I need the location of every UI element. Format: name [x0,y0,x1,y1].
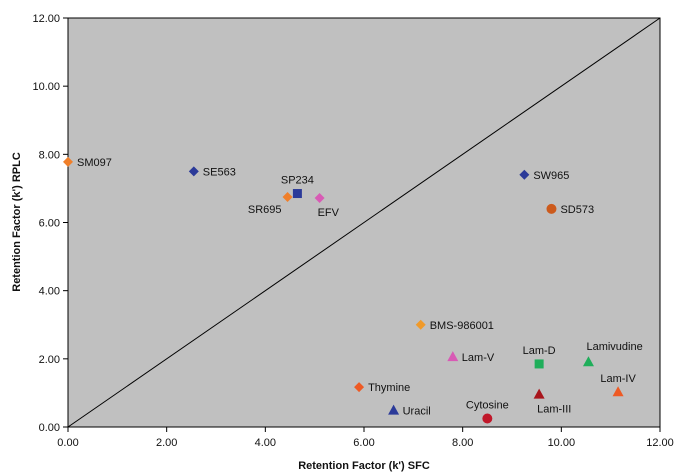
x-tick-label: 6.00 [353,437,374,449]
y-tick-label: 12.00 [32,13,60,25]
point-sw965 [519,169,530,180]
x-axis-ticks: 0.00 2.00 4.00 6.00 8.00 10.00 12.00 [57,427,674,449]
point-sr695 [282,191,293,202]
point-label-se563: SE563 [203,166,236,178]
point-label-sw965: SW965 [533,170,569,182]
point-label-thymine: Thymine [368,382,410,394]
point-lamivudine [582,356,594,367]
y-tick-label: 6.00 [39,218,60,230]
x-tick-label: 12.00 [646,437,674,449]
y-tick-label: 2.00 [39,354,60,366]
y-tick-label: 4.00 [39,286,60,298]
point-bms-986001 [415,319,426,330]
point-lam-v [447,351,459,362]
point-se563 [188,166,199,177]
x-axis-title: Retention Factor (k') SFC [298,460,430,472]
x-tick-label: 4.00 [255,437,276,449]
x-tick-label: 8.00 [452,437,473,449]
point-label-lam-d: Lam-D [523,345,556,357]
point-label-sr695: SR695 [248,204,282,216]
point-label-lam-v: Lam-V [462,352,495,364]
point-sd573 [546,203,557,214]
point-cytosine [482,413,493,424]
point-label-efv: EFV [318,207,340,219]
point-efv [314,192,325,203]
diagonal-reference-line [67,17,661,428]
y-tick-label: 10.00 [32,81,60,93]
x-tick-label: 2.00 [156,437,177,449]
point-label-lamivudine: Lamivudine [586,341,642,353]
data-points: SM097 SE563 SP234 SR695 EFV SW965 SD573 BMS-986… [63,156,643,424]
point-label-lam-iv: Lam-IV [600,373,636,385]
y-tick-label: 0.00 [39,422,60,434]
y-axis-title: Retention Factor (k') RPLC [11,152,23,292]
point-label-sp234: SP234 [281,175,314,187]
point-lam-iii [533,388,545,399]
point-sp234 [292,189,302,199]
point-lam-d [534,359,544,369]
y-axis-ticks: 0.00 2.00 4.00 6.00 8.00 10.00 12.00 [32,13,68,434]
point-uracil [388,404,400,415]
point-thymine [354,382,365,393]
point-label-sd573: SD573 [560,204,594,216]
point-sm097 [63,156,73,167]
x-tick-label: 10.00 [548,437,576,449]
point-label-uracil: Uracil [403,406,431,418]
point-label-sm097: SM097 [77,157,112,169]
point-lam-iv [612,386,624,397]
x-tick-label: 0.00 [57,437,78,449]
point-label-bms-986001: BMS-986001 [430,320,494,332]
point-label-cytosine: Cytosine [466,399,509,411]
point-label-lam-iii: Lam-III [537,404,571,416]
y-tick-label: 8.00 [39,149,60,161]
